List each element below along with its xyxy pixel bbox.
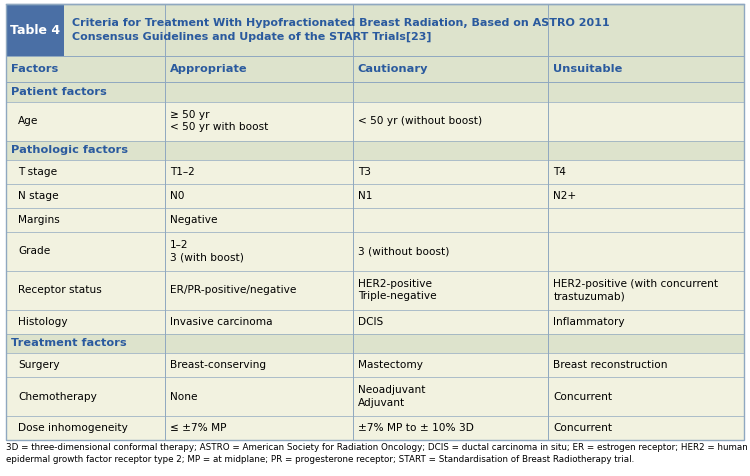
- Text: Grade: Grade: [18, 246, 50, 256]
- Text: ≤ ±7% MP: ≤ ±7% MP: [170, 423, 226, 433]
- Text: Dose inhomogeneity: Dose inhomogeneity: [18, 423, 128, 433]
- Text: Surgery: Surgery: [18, 360, 60, 370]
- Text: N0: N0: [170, 191, 184, 201]
- Bar: [6, 353, 744, 377]
- Bar: [6, 377, 744, 416]
- Text: T1–2: T1–2: [170, 167, 194, 177]
- Text: ≥ 50 yr
< 50 yr with boost: ≥ 50 yr < 50 yr with boost: [170, 110, 268, 132]
- Text: Chemotherapy: Chemotherapy: [18, 392, 97, 402]
- Text: Criteria for Treatment With Hypofractionated Breast Radiation, Based on ASTRO 20: Criteria for Treatment With Hypofraction…: [72, 19, 610, 41]
- Text: HER2-positive
Triple-negative: HER2-positive Triple-negative: [358, 279, 436, 301]
- Bar: [6, 82, 744, 101]
- Text: Invasive carcinoma: Invasive carcinoma: [170, 317, 272, 327]
- Text: None: None: [170, 392, 197, 402]
- Text: Table 4: Table 4: [10, 23, 60, 37]
- Bar: [6, 416, 744, 440]
- Bar: [6, 208, 744, 232]
- Bar: [6, 310, 744, 334]
- Text: N2+: N2+: [554, 191, 577, 201]
- Text: Pathologic factors: Pathologic factors: [11, 145, 128, 155]
- Bar: [6, 184, 744, 208]
- Text: Neoadjuvant
Adjuvant: Neoadjuvant Adjuvant: [358, 386, 425, 408]
- Text: Concurrent: Concurrent: [554, 392, 613, 402]
- Text: 1–2
3 (with boost): 1–2 3 (with boost): [170, 240, 244, 262]
- Text: Breast-conserving: Breast-conserving: [170, 360, 266, 370]
- Bar: [6, 271, 744, 310]
- Text: N1: N1: [358, 191, 372, 201]
- Text: 3 (without boost): 3 (without boost): [358, 246, 449, 256]
- Text: Inflammatory: Inflammatory: [554, 317, 625, 327]
- Text: Appropriate: Appropriate: [170, 64, 248, 74]
- Text: 3D = three-dimensional conformal therapy; ASTRO = American Society for Radiation: 3D = three-dimensional conformal therapy…: [6, 443, 748, 464]
- Text: Margins: Margins: [18, 215, 60, 225]
- Text: ER/PR-positive/negative: ER/PR-positive/negative: [170, 285, 296, 295]
- Text: Age: Age: [18, 116, 38, 126]
- Text: Concurrent: Concurrent: [554, 423, 613, 433]
- Bar: [6, 140, 744, 160]
- Bar: [6, 4, 64, 56]
- Text: Receptor status: Receptor status: [18, 285, 102, 295]
- Text: DCIS: DCIS: [358, 317, 383, 327]
- Bar: [6, 160, 744, 184]
- Text: Mastectomy: Mastectomy: [358, 360, 423, 370]
- Text: Unsuitable: Unsuitable: [554, 64, 622, 74]
- Text: Negative: Negative: [170, 215, 217, 225]
- Text: HER2-positive (with concurrent
trastuzumab): HER2-positive (with concurrent trastuzum…: [554, 279, 718, 301]
- Text: T stage: T stage: [18, 167, 57, 177]
- Text: ±7% MP to ± 10% 3D: ±7% MP to ± 10% 3D: [358, 423, 474, 433]
- Text: Factors: Factors: [11, 64, 58, 74]
- Text: Cautionary: Cautionary: [358, 64, 428, 74]
- Text: < 50 yr (without boost): < 50 yr (without boost): [358, 116, 482, 126]
- Bar: [6, 334, 744, 353]
- Text: T4: T4: [554, 167, 566, 177]
- Text: Treatment factors: Treatment factors: [11, 338, 127, 348]
- Text: Histology: Histology: [18, 317, 68, 327]
- Bar: [6, 4, 744, 56]
- Bar: [6, 232, 744, 271]
- Bar: [6, 101, 744, 140]
- Text: Patient factors: Patient factors: [11, 87, 106, 97]
- Bar: [6, 56, 744, 82]
- Text: Breast reconstruction: Breast reconstruction: [554, 360, 668, 370]
- Text: N stage: N stage: [18, 191, 58, 201]
- Text: T3: T3: [358, 167, 370, 177]
